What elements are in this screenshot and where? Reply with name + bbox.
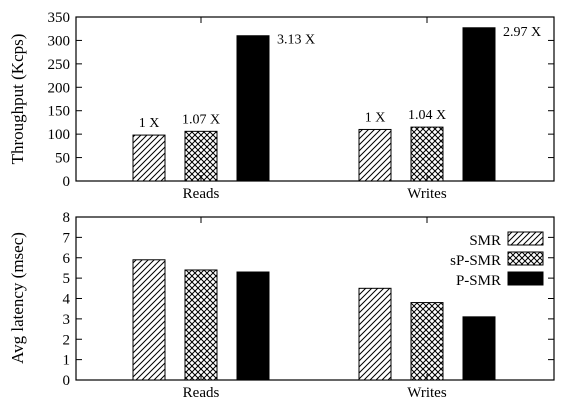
bar-writes-smr [358,128,392,182]
y-tick-label: 7 [63,230,71,246]
bar-reads-smr [132,134,166,182]
latency-bars [132,259,496,381]
throughput-plot-frame [75,16,555,182]
throughput-bars: 1 X 1.07 X 3.13 X 1 X 1.04 X 2.97 X [132,25,541,182]
y-tick-label: 1 [63,353,71,369]
bar-label-reads-sp-smr: 1.07 X [182,112,220,127]
bar-writes-smr [358,287,392,381]
throughput-y-axis-label: Throughput (Kcps) [8,34,27,165]
bar-reads-sp-smr [184,130,218,182]
y-tick-label: 200 [48,80,71,96]
legend-swatch-sp-smr [507,251,544,266]
y-tick-label: 50 [55,151,70,167]
legend-swatch-p-smr [507,271,544,286]
throughput-y-ticks: 0 50 100 150 200 250 300 350 [48,10,554,190]
y-tick-label: 8 [63,210,71,226]
x-tick-label-reads: Reads [183,385,220,398]
y-tick-label: 350 [48,10,71,26]
bar-label-writes-p-smr: 2.97 X [503,25,541,40]
y-tick-label: 250 [48,57,71,73]
y-tick-label: 100 [48,127,71,143]
latency-chart: Avg latency (msec) 0 1 2 3 4 5 6 7 8 Reads Writes… [8,210,555,398]
y-tick-label: 6 [63,251,71,267]
bar-writes-sp-smr [410,302,444,381]
throughput-chart: Throughput (Kcps) 050100150200250300350 … [8,10,555,202]
y-tick-label: 5 [63,271,71,287]
bar-reads-smr [132,259,166,381]
legend: SMR sP-SMR P-SMR [450,231,544,289]
latency-x-ticks: Reads Writes [183,217,447,398]
x-tick-label-writes: Writes [407,186,447,202]
y-tick-label: 300 [48,33,71,49]
legend-label-p-smr: P-SMR [456,273,501,289]
bar-label-reads-p-smr: 3.13 X [277,33,315,48]
y-tick-label: 3 [63,312,71,328]
bar-reads-sp-smr [184,269,218,381]
bar-writes-p-smr [462,316,496,381]
legend-label-smr: SMR [469,233,501,249]
y-tick-label: 4 [63,292,71,308]
bar-label-writes-smr: 1 X [365,110,386,125]
y-tick-label: 150 [48,104,71,120]
x-tick-label-reads: Reads [183,186,220,202]
latency-y-ticks: 0 1 2 3 4 5 6 7 8 [63,210,554,389]
bar-label-reads-smr: 1 X [139,116,160,131]
bar-reads-p-smr [236,271,270,381]
bar-writes-sp-smr [410,126,444,182]
latency-y-axis-label: Avg latency (msec) [8,232,27,364]
throughput-x-ticks: Reads Writes [183,17,447,202]
legend-swatch-smr [507,231,544,246]
x-tick-label-writes: Writes [407,385,447,398]
bar-label-writes-sp-smr: 1.04 X [408,108,446,123]
bar-reads-p-smr [236,35,270,182]
bar-writes-p-smr [462,27,496,182]
y-tick-label: 2 [63,332,71,348]
y-tick-label: 0 [63,174,71,190]
legend-label-sp-smr: sP-SMR [450,253,501,269]
y-tick-label: 0 [63,373,71,389]
